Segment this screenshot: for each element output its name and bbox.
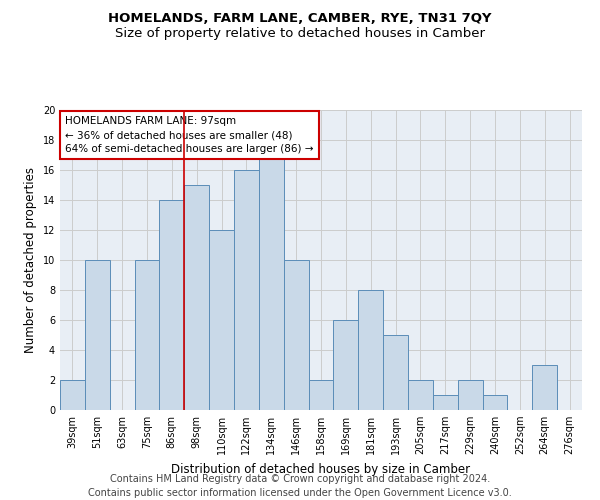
Bar <box>482 395 508 410</box>
Bar <box>85 260 110 410</box>
Y-axis label: Number of detached properties: Number of detached properties <box>24 167 37 353</box>
Bar <box>209 230 234 410</box>
Bar <box>433 395 458 410</box>
Bar <box>284 260 308 410</box>
Bar <box>60 380 85 410</box>
Bar <box>383 335 408 410</box>
X-axis label: Distribution of detached houses by size in Camber: Distribution of detached houses by size … <box>172 462 470 475</box>
Bar <box>134 260 160 410</box>
Bar <box>308 380 334 410</box>
Bar <box>334 320 358 410</box>
Bar <box>532 365 557 410</box>
Text: Size of property relative to detached houses in Camber: Size of property relative to detached ho… <box>115 28 485 40</box>
Text: HOMELANDS, FARM LANE, CAMBER, RYE, TN31 7QY: HOMELANDS, FARM LANE, CAMBER, RYE, TN31 … <box>108 12 492 26</box>
Text: HOMELANDS FARM LANE: 97sqm
← 36% of detached houses are smaller (48)
64% of semi: HOMELANDS FARM LANE: 97sqm ← 36% of deta… <box>65 116 314 154</box>
Bar <box>184 185 209 410</box>
Bar <box>458 380 482 410</box>
Bar <box>259 155 284 410</box>
Bar <box>408 380 433 410</box>
Bar <box>160 200 184 410</box>
Bar <box>234 170 259 410</box>
Text: Contains HM Land Registry data © Crown copyright and database right 2024.
Contai: Contains HM Land Registry data © Crown c… <box>88 474 512 498</box>
Bar <box>358 290 383 410</box>
